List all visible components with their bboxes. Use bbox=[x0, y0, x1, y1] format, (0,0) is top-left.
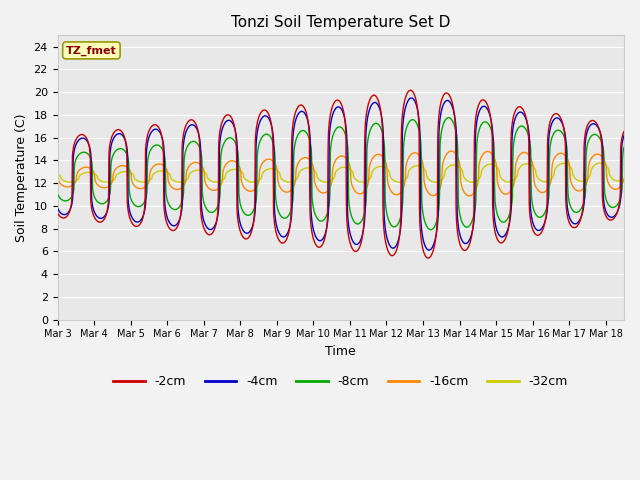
Title: Tonzi Soil Temperature Set D: Tonzi Soil Temperature Set D bbox=[231, 15, 451, 30]
Legend: -2cm, -4cm, -8cm, -16cm, -32cm: -2cm, -4cm, -8cm, -16cm, -32cm bbox=[109, 370, 573, 393]
X-axis label: Time: Time bbox=[325, 345, 356, 358]
Text: TZ_fmet: TZ_fmet bbox=[66, 45, 116, 56]
Y-axis label: Soil Temperature (C): Soil Temperature (C) bbox=[15, 113, 28, 242]
